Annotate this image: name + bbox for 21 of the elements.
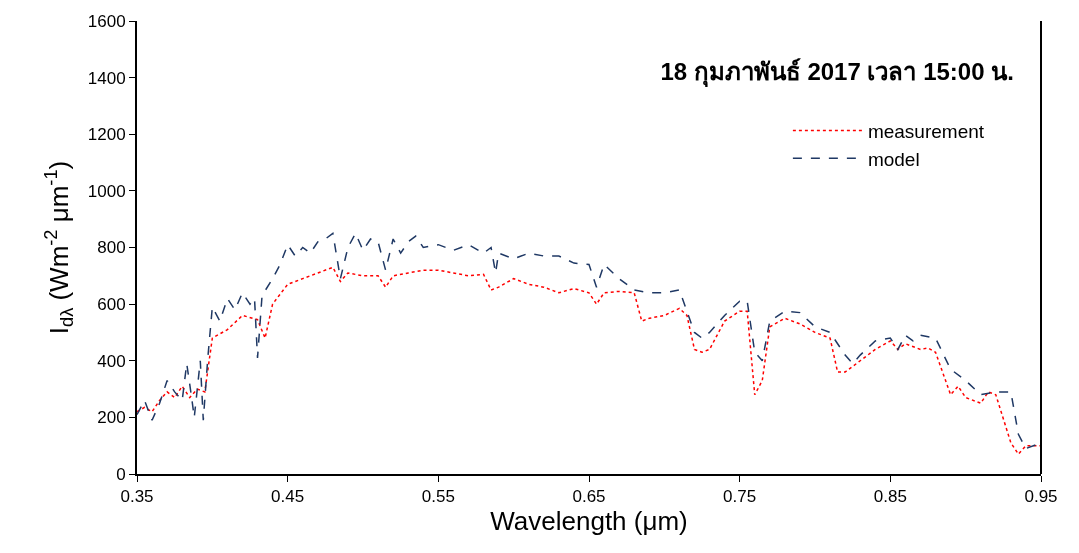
x-tick-label: 0.85 [873, 487, 907, 507]
y-tick-label: 600 [97, 295, 126, 315]
x-tick-label: 0.75 [723, 487, 757, 507]
line-series [137, 266, 1041, 455]
x-tick-label: 0.95 [1024, 487, 1058, 507]
y-tick-label: 1200 [87, 125, 126, 145]
y-tick-label: 0 [116, 464, 126, 484]
x-axis-title: Wavelength (μm) [490, 506, 688, 537]
x-tick-label: 0.45 [271, 487, 305, 507]
y-tick-label: 1600 [87, 11, 126, 31]
text: 18 กุมภาพันธ์ 2017 เวลา 15:00 น. [660, 58, 1014, 89]
y-tick-label: 800 [97, 238, 126, 258]
y-tick-label: 400 [97, 351, 126, 371]
legend-label: measurement [867, 120, 985, 142]
x-tick-label: 0.35 [120, 487, 154, 507]
y-tick-label: 200 [97, 408, 126, 428]
legend-label: model [867, 148, 920, 170]
y-tick-label: 1000 [87, 181, 126, 201]
y-tick-label: 1400 [87, 68, 126, 88]
x-tick-label: 0.55 [421, 487, 455, 507]
x-tick-label: 0.65 [572, 487, 606, 507]
